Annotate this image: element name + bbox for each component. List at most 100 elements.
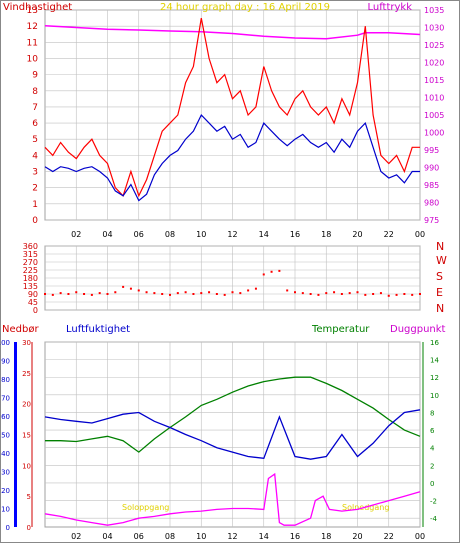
temperature-tick-label: 14 <box>430 357 439 365</box>
direction-point <box>145 291 148 294</box>
wind-tick-label: 5 <box>32 135 38 145</box>
direction-point <box>286 289 289 292</box>
direction-tick-label: 225 <box>23 266 38 275</box>
direction-point <box>364 293 367 296</box>
x-tick-label: 08 <box>165 532 175 541</box>
pressure-tick-label: 980 <box>424 199 439 208</box>
direction-tick-label: 90 <box>28 290 38 299</box>
direction-point <box>44 293 46 295</box>
temperature-tick-label: 0 <box>430 480 434 488</box>
x-tick-label: 20 <box>352 532 362 541</box>
wind-tick-label: 0 <box>32 216 38 226</box>
x-tick-label: 16 <box>290 230 300 239</box>
x-tick-label: 12 <box>227 532 237 541</box>
x-tick-label: 02 <box>71 230 81 239</box>
direction-point <box>340 293 343 295</box>
direction-point <box>208 291 211 294</box>
pressure-tick-label: 985 <box>424 181 439 190</box>
humidity-tick-label: 5 <box>27 493 31 501</box>
wind-tick-label: 2 <box>32 184 38 194</box>
pressure-tick-label: 1035 <box>424 6 444 15</box>
pressure-tick-label: 975 <box>424 216 439 225</box>
direction-point <box>192 293 195 295</box>
precip-tick-label: 20 <box>1 487 10 495</box>
direction-point <box>200 292 203 295</box>
precip-tick-label: 80 <box>1 376 10 384</box>
wind-tick-label: 4 <box>32 151 38 161</box>
series-vindhastighet <box>44 113 420 202</box>
pressure-tick-label: 1025 <box>424 41 444 50</box>
direction-point <box>215 293 218 295</box>
x-tick-label: 02 <box>71 532 81 541</box>
wind-tick-label: 3 <box>32 168 38 178</box>
direction-point <box>356 291 359 294</box>
temperature-tick-label: 8 <box>430 409 434 417</box>
direction-point <box>122 285 125 288</box>
direction-point <box>184 291 187 294</box>
wind-tick-label: 6 <box>32 119 38 129</box>
x-tick-label: 12 <box>227 230 237 239</box>
direction-compass-label: W <box>436 254 447 267</box>
direction-point <box>161 293 164 295</box>
direction-point <box>90 293 93 296</box>
series-luftfuktighet <box>44 409 421 460</box>
wind-tick-label: 1 <box>32 200 38 210</box>
direction-point <box>309 293 312 295</box>
pressure-tick-label: 1005 <box>424 111 444 120</box>
wind-tick-label: 13 <box>27 6 38 16</box>
precip-tick-label: 40 <box>1 450 10 458</box>
precip-tick-label: 100 <box>0 339 10 347</box>
temperature-tick-label: -2 <box>430 498 437 506</box>
wind-tick-label: 8 <box>32 87 38 97</box>
x-tick-label: 04 <box>102 230 112 239</box>
precip-tick-label: 90 <box>1 358 10 366</box>
precip-axis-title: Nedbør <box>2 324 39 335</box>
chart-title: 24 hour graph day : 16 April 2019 <box>160 2 330 13</box>
direction-point <box>403 293 406 295</box>
x-tick-label: 18 <box>321 230 331 239</box>
temperature-tick-label: 10 <box>430 392 439 400</box>
direction-tick-label: 45 <box>28 298 38 307</box>
humidity-tick-label: 0 <box>27 524 31 532</box>
direction-point <box>231 291 234 294</box>
direction-point <box>317 293 320 296</box>
temperature-tick-label: 12 <box>430 374 439 382</box>
direction-tick-label: 315 <box>23 250 38 259</box>
x-tick-label: 10 <box>196 230 206 239</box>
temperature-tick-label: 4 <box>430 445 435 453</box>
x-tick-label: 16 <box>290 532 300 541</box>
precip-tick-label: 50 <box>1 432 10 440</box>
precip-tick-label: 0 <box>6 524 10 532</box>
pressure-tick-label: 1030 <box>424 24 444 33</box>
direction-point <box>294 291 296 294</box>
direction-point <box>153 292 156 295</box>
direction-point <box>325 292 328 295</box>
temperature-tick-label: 2 <box>430 462 434 470</box>
direction-point <box>59 292 62 295</box>
x-tick-label: 14 <box>259 532 269 541</box>
direction-tick-label: 0 <box>33 306 38 315</box>
direction-point <box>262 273 265 276</box>
precip-axis-bar <box>14 342 17 527</box>
direction-compass-label: S <box>436 270 443 283</box>
x-tick-label: 10 <box>196 532 206 541</box>
direction-point <box>239 292 242 295</box>
direction-point <box>301 292 304 295</box>
direction-compass-label: E <box>436 286 443 299</box>
direction-point <box>348 292 351 295</box>
direction-point <box>387 294 390 297</box>
direction-point <box>51 293 54 296</box>
direction-point <box>333 291 336 294</box>
pressure-tick-label: 1020 <box>424 59 444 68</box>
pressure-tick-label: 990 <box>424 164 439 173</box>
direction-point <box>372 293 375 295</box>
direction-compass-label: N <box>436 302 444 315</box>
temperature-tick-label: -4 <box>430 515 438 523</box>
series-vindkast <box>44 17 420 198</box>
direction-point <box>129 287 132 290</box>
x-tick-label: 00 <box>415 532 425 541</box>
direction-point <box>83 293 86 295</box>
sunrise-label: Soloppgang <box>122 503 169 512</box>
x-tick-label: 14 <box>259 230 269 239</box>
